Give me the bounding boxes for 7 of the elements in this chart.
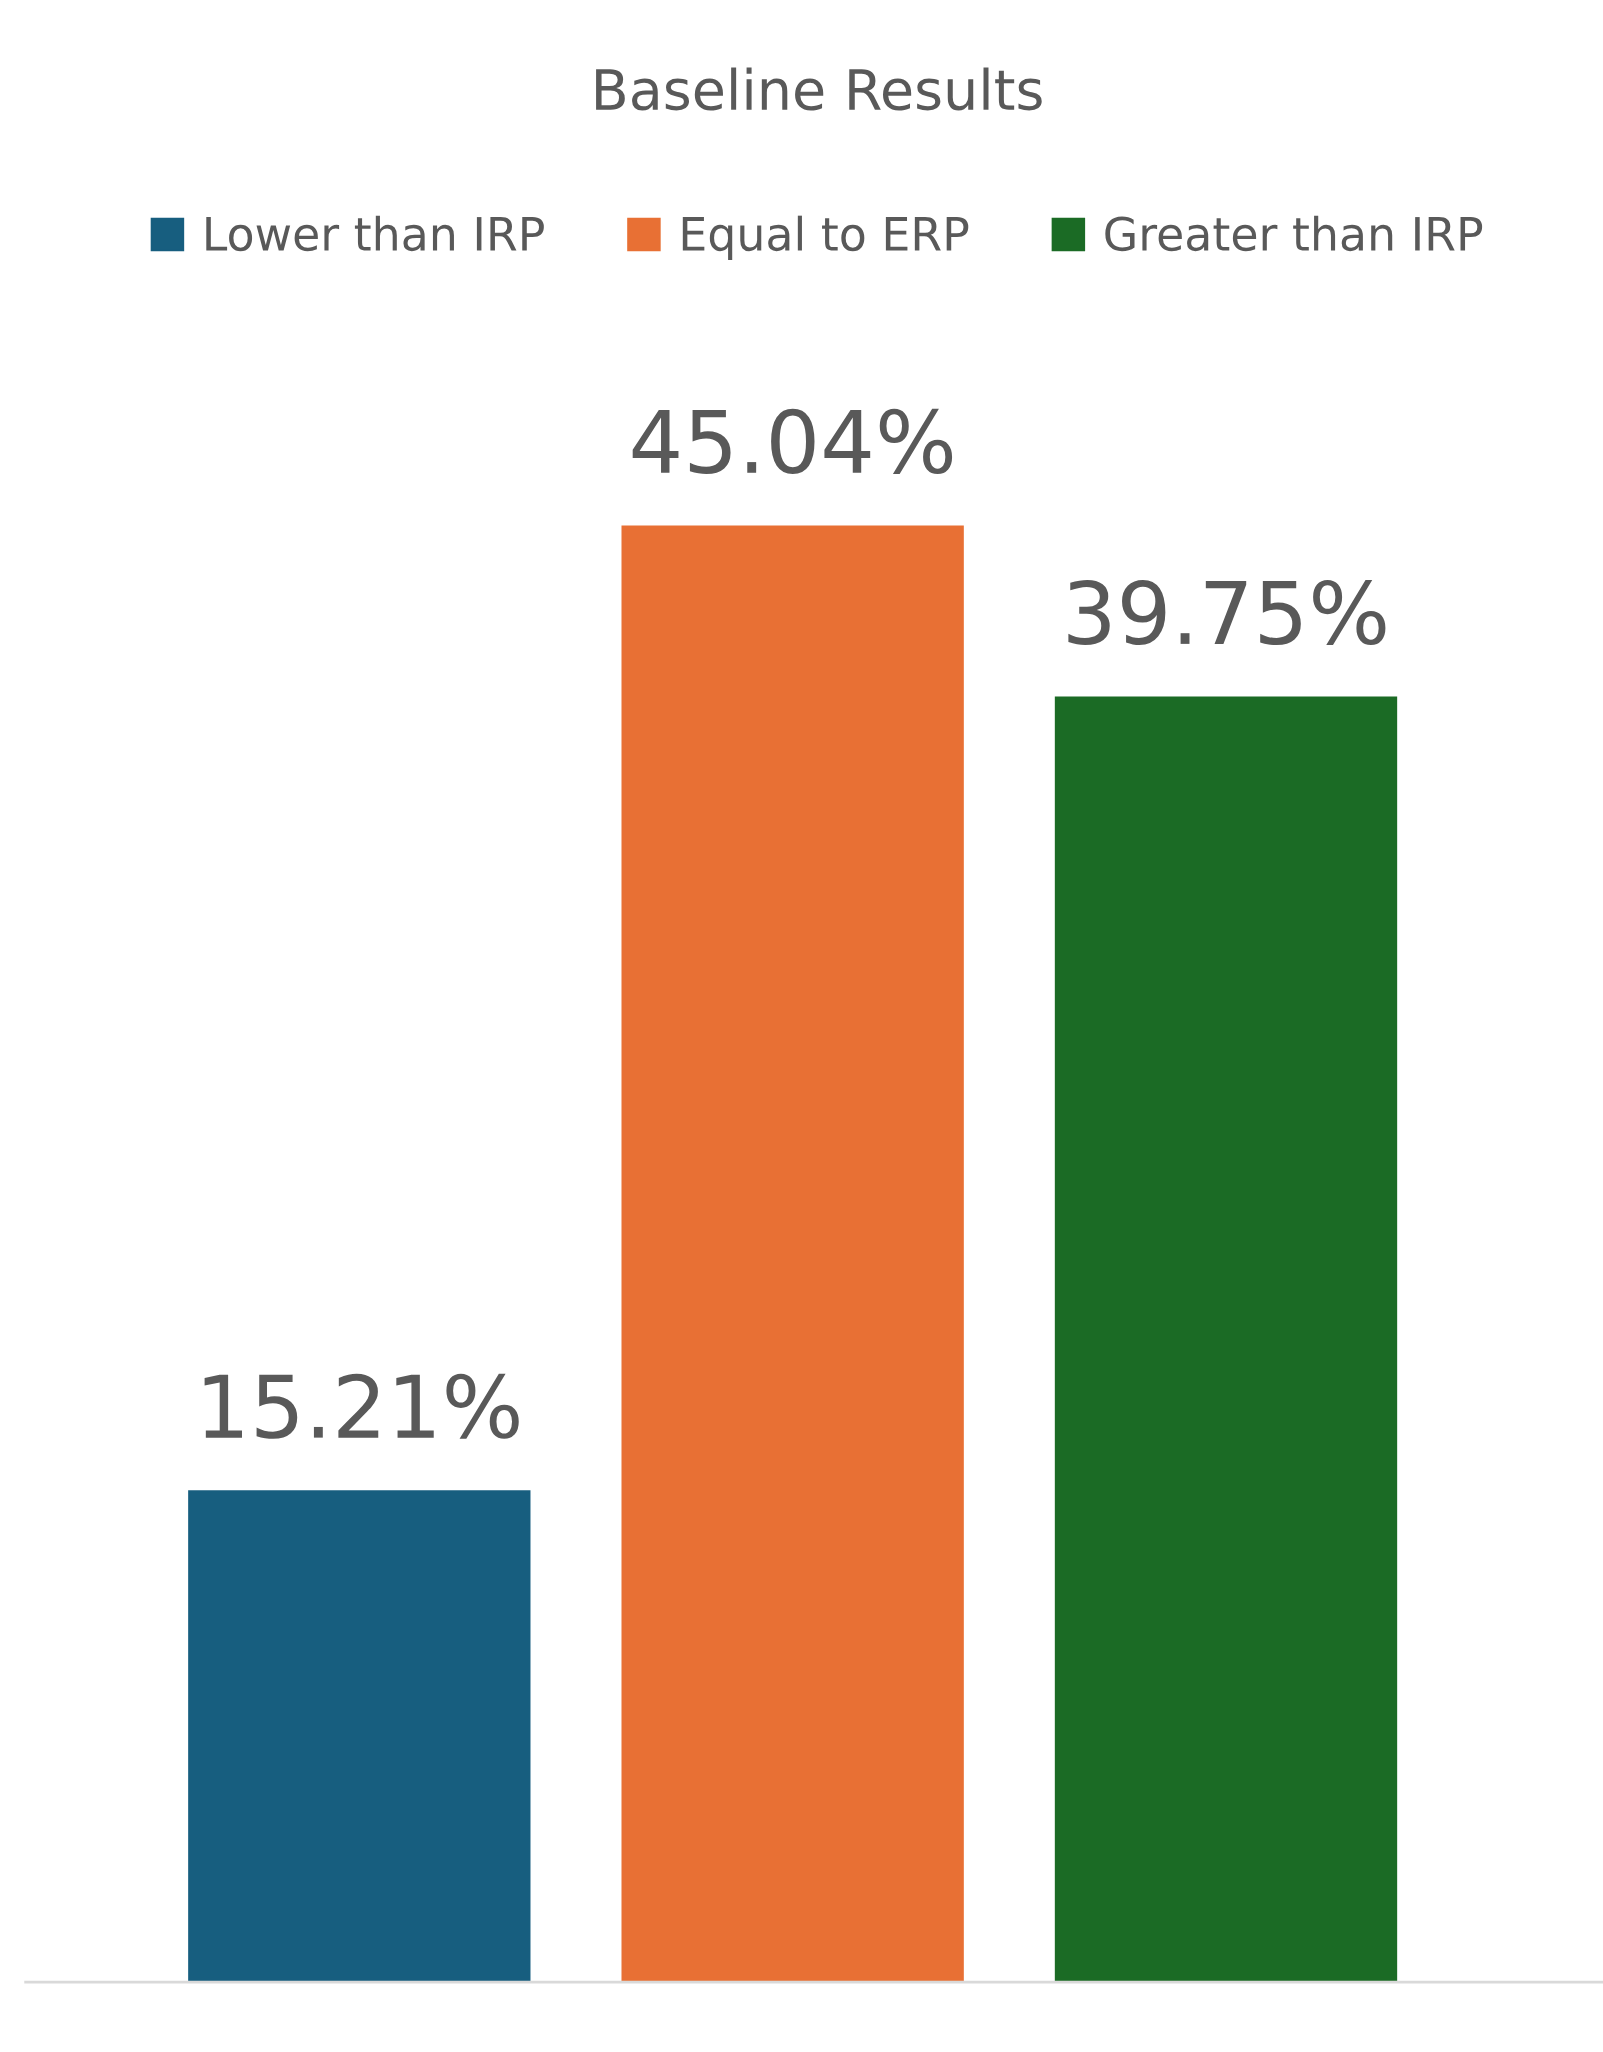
chart-title: Baseline Results [596, 67, 1042, 111]
legend-label: Lower than IRP [206, 215, 544, 252]
legend-label: Greater than IRP [1105, 215, 1483, 252]
legend-label: Equal to ERP [682, 215, 969, 261]
data-label: 45.04% [632, 408, 953, 474]
data-label: 39.75% [1068, 579, 1386, 646]
data-label: 15.21% [204, 1373, 519, 1439]
